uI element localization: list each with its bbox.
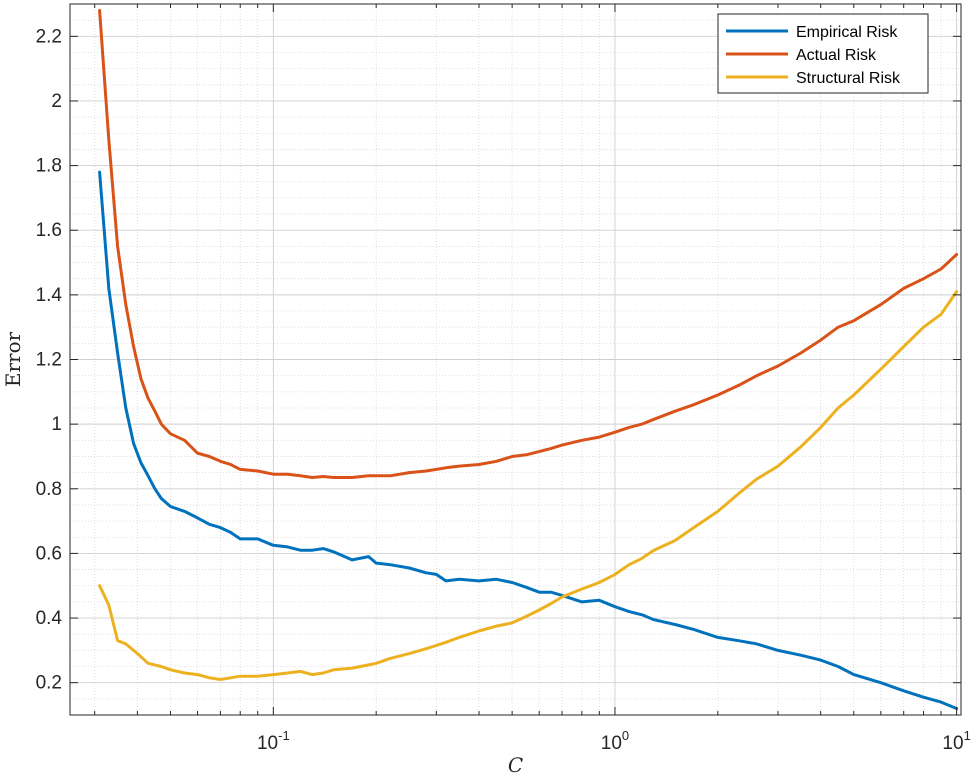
x-tick-label: 100 [601, 728, 629, 754]
y-tick-label: 2.2 [36, 26, 62, 47]
y-tick-label: 2 [51, 91, 62, 112]
legend-entry-label: Empirical Risk [796, 24, 898, 41]
legend-entry-label: Structural Risk [796, 70, 901, 87]
y-tick-label: 0.2 [36, 673, 62, 694]
y-tick-label: 0.4 [36, 608, 63, 629]
y-tick-label: 1 [51, 414, 62, 435]
y-axis-label: Error [1, 331, 25, 387]
x-tick-label: 101 [942, 728, 970, 754]
x-tick-label: 10-1 [257, 728, 290, 754]
y-tick-label: 0.8 [36, 479, 62, 500]
y-tick-label: 0.6 [36, 543, 62, 564]
series-line-structural-risk [98, 290, 959, 681]
tick-labels: 0.2 0.4 0.6 0.8 1 1.2 1.4 1.6 1.8 2 2.2 10-1 100 101 [36, 26, 971, 754]
legend-entry-label: Actual Risk [796, 47, 877, 64]
series-lines [98, 9, 959, 710]
legend: Empirical Risk Actual Risk Structural Risk [717, 13, 929, 94]
axes-frame [69, 3, 962, 716]
y-tick-label: 1.2 [36, 350, 62, 371]
y-tick-label: 1.8 [36, 156, 62, 177]
x-axis-label: C [508, 753, 523, 777]
y-tick-label: 1.6 [36, 220, 62, 241]
series-line-actual-risk [98, 9, 959, 479]
series-line-empirical-risk [98, 170, 959, 710]
y-tick-label: 1.4 [36, 285, 63, 306]
